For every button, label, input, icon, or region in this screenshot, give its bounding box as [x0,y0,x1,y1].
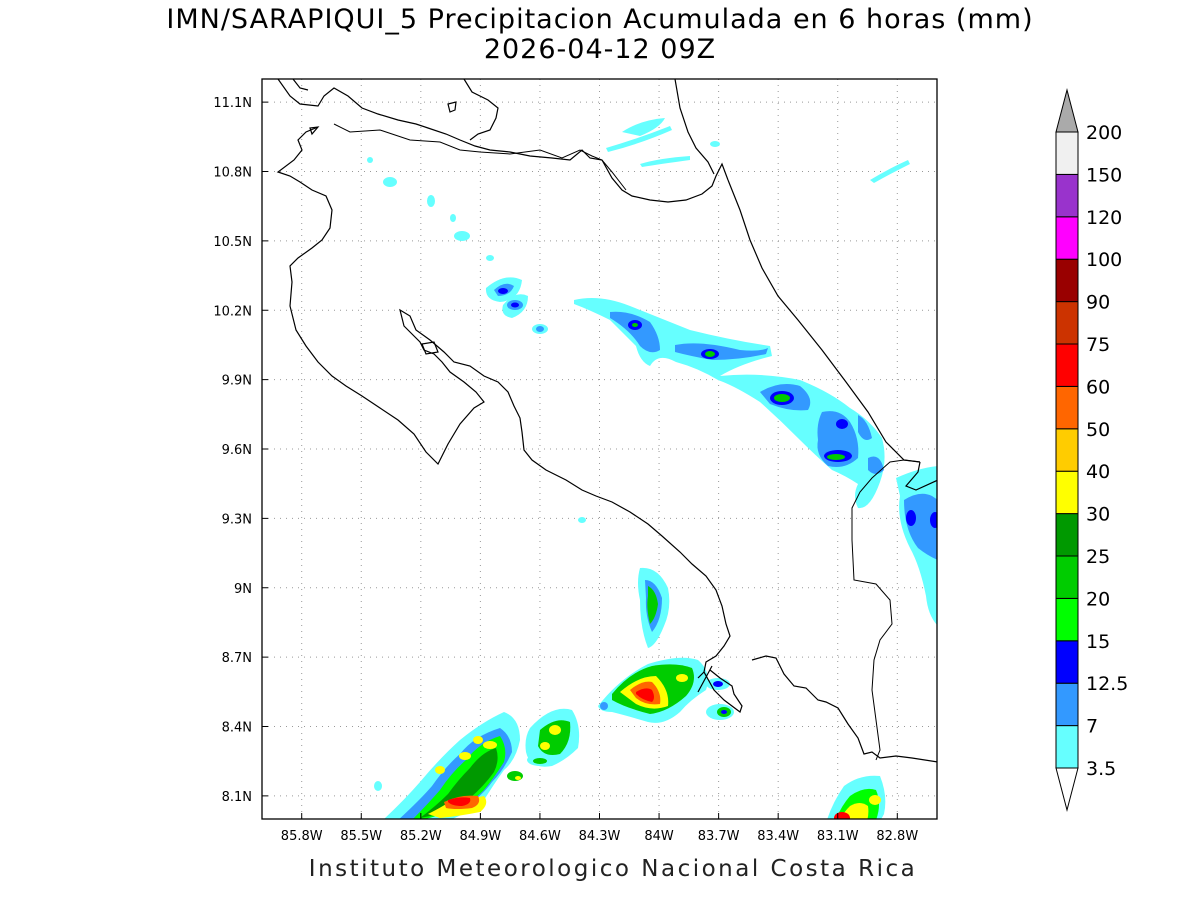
country-borders [333,123,921,761]
colorbar-label: 150 [1086,164,1122,186]
lon-tick-label: 83.7W [698,829,740,844]
colorbar-swatch [1055,343,1079,387]
colorbar-label: 20 [1086,588,1110,610]
colorbar-swatch [1055,725,1079,769]
colorbar-swatch [1055,640,1079,684]
colorbar-label: 12.5 [1086,673,1128,695]
colorbar-label: 60 [1086,376,1110,398]
coastlines [276,79,937,763]
lon-tick-label: 82.8W [876,829,918,844]
colorbar-label: 3.5 [1086,758,1116,780]
rain-band-central [485,277,937,625]
colorbar-swatch [1055,597,1079,642]
colorbar-label: 200 [1086,122,1122,144]
colorbar-label: 7 [1086,716,1098,738]
colorbar-swatch [1055,216,1079,260]
precipitation-areas [367,118,937,819]
colorbar-swatch [1055,131,1079,175]
rain-band-south [374,567,886,819]
lon-tick-label: 83.1W [817,829,859,844]
lon-tick-label: 84.9W [459,829,501,844]
lat-tick-label: 11.1N [213,96,252,111]
lon-tick-label: 84W [644,829,674,844]
colorbar-label: 40 [1086,461,1110,483]
lon-tick-label: 85.8W [281,829,323,844]
rain-band-north [367,118,910,261]
colorbar-swatch [1055,470,1079,515]
footer-credit: Instituto Meteorologico Nacional Costa R… [308,856,918,882]
colorbar-upper-arrow [1055,88,1079,133]
lon-tick-label: 84.3W [579,829,621,844]
lon-tick-label: 83.4W [757,829,799,844]
colorbar-swatch [1055,301,1079,345]
colorbar-label: 50 [1086,419,1110,441]
lat-tick-label: 10.2N [213,304,252,319]
lat-tick-label: 8.7N [222,651,252,666]
lat-tick-label: 9.3N [222,512,252,527]
colorbar-swatch [1055,428,1079,472]
colorbar-swatch [1055,513,1079,557]
longitude-ticks: 85.8W 85.5W 85.2W 84.9W 84.6W 84.3W 84W 83.7W 83… [281,813,918,844]
lat-tick-label: 10.8N [213,166,252,181]
colorbar-legend: 3.5 7 12.5 15 20 25 30 40 50 60 75 90 100 120 150 200 [1055,88,1128,812]
colorbar-label: 120 [1086,207,1122,229]
map-title: IMN/SARAPIQUI_5 Precipitacion Acumulada … [166,4,1034,35]
colorbar-swatch [1055,173,1079,218]
map-datetime: 2026-04-12 09Z [483,34,717,65]
lat-tick-label: 8.4N [222,721,252,736]
latitude-ticks: 11.1N 10.8N 10.5N 10.2N 9.9N 9.6N 9.3N 9N 8.7N 8.… [213,96,268,805]
lat-tick-label: 10.5N [213,235,252,250]
colorbar-swatch [1055,682,1079,727]
lon-tick-label: 85.5W [340,829,382,844]
colorbar-swatch [1055,258,1079,303]
colorbar-label: 75 [1086,334,1110,356]
colorbar-swatch [1055,555,1079,599]
colorbar-label: 90 [1086,292,1110,314]
colorbar-swatch [1055,385,1079,430]
lon-tick-label: 85.2W [400,829,442,844]
lat-tick-label: 8.1N [222,790,252,805]
lon-tick-label: 84.6W [519,829,561,844]
lat-tick-label: 9.9N [222,374,252,389]
colorbar-lower-arrow [1055,767,1079,812]
colorbar-label: 30 [1086,504,1110,526]
colorbar-label: 100 [1086,249,1122,271]
lat-tick-label: 9N [234,582,252,597]
colorbar-label: 25 [1086,546,1110,568]
colorbar-label: 15 [1086,631,1110,653]
lat-tick-label: 9.6N [222,443,252,458]
